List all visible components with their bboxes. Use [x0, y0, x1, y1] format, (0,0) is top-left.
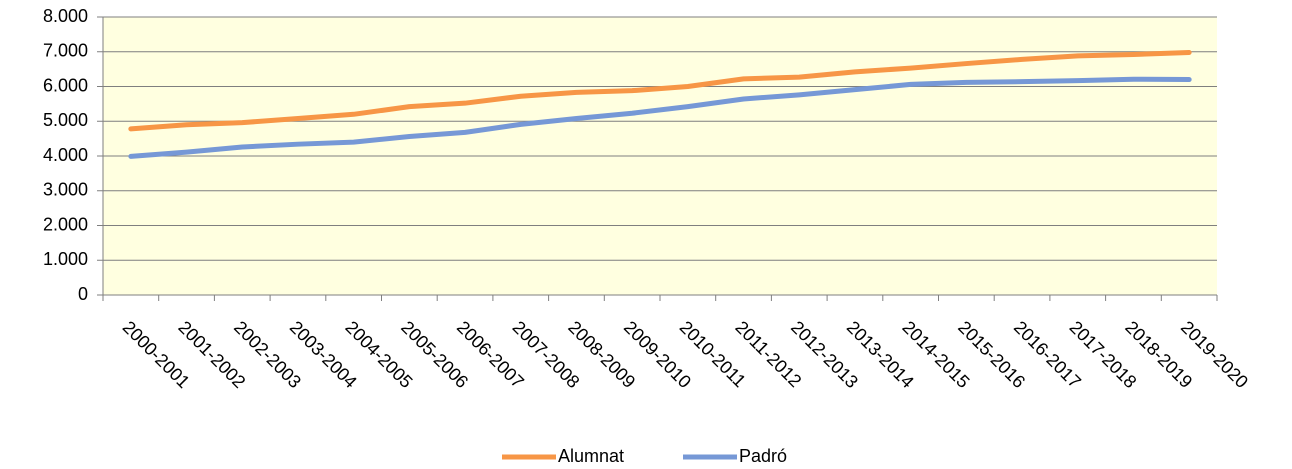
y-tick-label: 7.000 [43, 41, 88, 61]
y-tick-label: 6.000 [43, 75, 88, 95]
y-tick-label: 8.000 [43, 6, 88, 26]
series-line [128, 49, 1192, 132]
y-tick-label: 2.000 [43, 214, 88, 234]
y-tick-label: 0 [78, 284, 88, 304]
y-tick-label: 1.000 [43, 249, 88, 269]
legend-label: Alumnat [558, 446, 624, 466]
y-tick-label: 3.000 [43, 180, 88, 200]
series-line [128, 76, 1192, 159]
y-tick-label: 4.000 [43, 145, 88, 165]
y-tick-label: 5.000 [43, 110, 88, 130]
legend-label: Padró [739, 446, 787, 466]
